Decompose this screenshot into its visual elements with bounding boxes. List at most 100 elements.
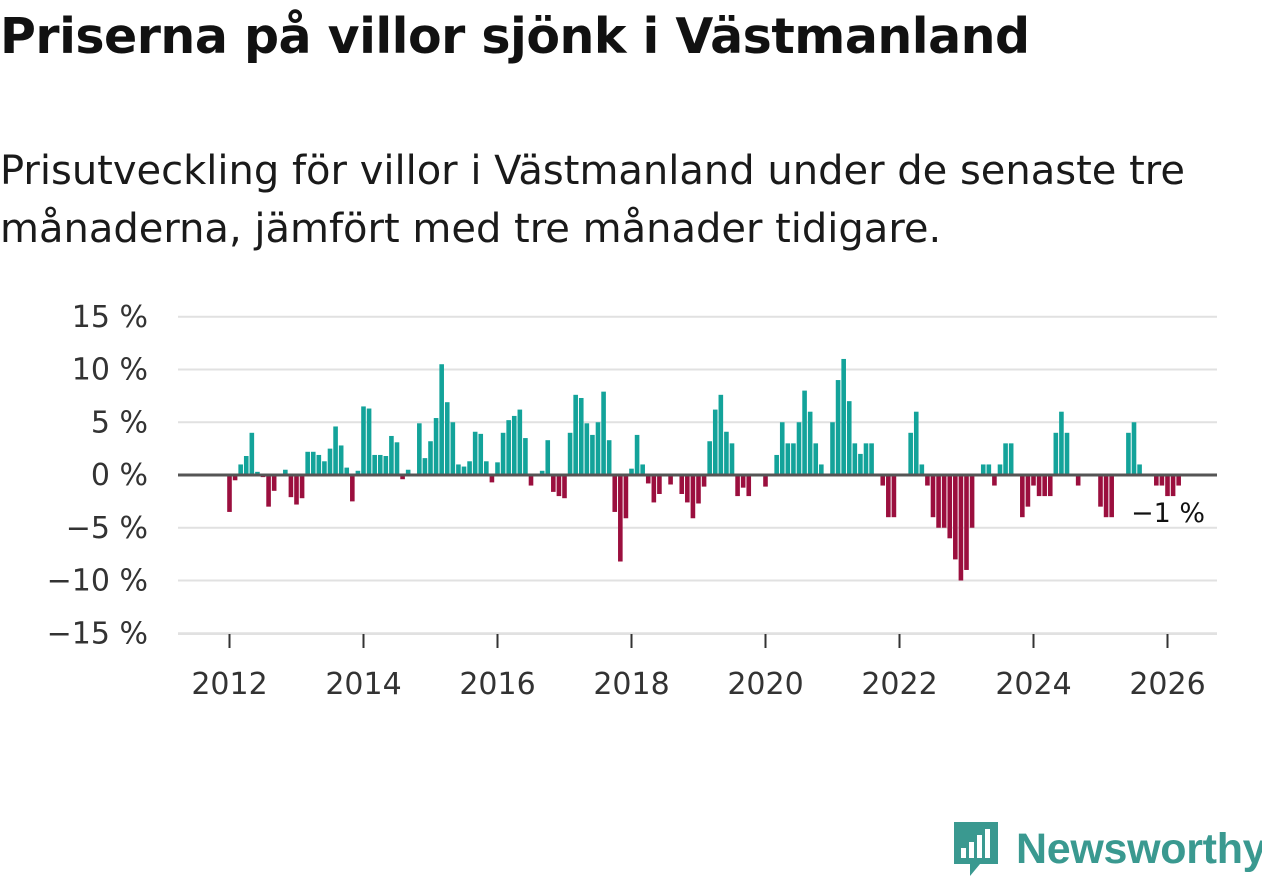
x-tick-label: 2012 xyxy=(191,667,267,702)
bar xyxy=(1008,443,1014,475)
bar xyxy=(858,453,863,475)
bar xyxy=(255,471,260,475)
bar xyxy=(1031,475,1036,486)
x-tick-label: 2016 xyxy=(459,667,535,702)
x-tick-label: 2024 xyxy=(995,667,1071,702)
bar xyxy=(724,431,729,476)
bar xyxy=(969,475,975,528)
last-value-annotation: −1 % xyxy=(1131,498,1205,529)
bar xyxy=(316,454,322,475)
bar xyxy=(830,422,835,475)
bar xyxy=(640,464,645,475)
bar xyxy=(394,442,400,476)
bar xyxy=(685,475,690,503)
bar xyxy=(618,475,623,562)
bar xyxy=(294,475,299,505)
bar xyxy=(377,454,383,475)
bar xyxy=(528,475,534,486)
bar xyxy=(467,461,472,476)
bar xyxy=(707,441,712,475)
bar xyxy=(1137,464,1142,475)
bar xyxy=(478,433,484,476)
bar xyxy=(807,411,813,475)
bar xyxy=(338,445,344,475)
x-tick-label: 2018 xyxy=(593,667,669,702)
bar xyxy=(417,423,422,476)
bar xyxy=(511,415,517,475)
bar xyxy=(539,470,545,475)
bar xyxy=(763,475,768,487)
bar xyxy=(880,475,886,486)
bar xyxy=(439,364,444,476)
bar-chart: 15 %10 %5 %0 %−5 %−10 %−15 % 2012 2014 201… xyxy=(47,300,1217,702)
bar xyxy=(1020,475,1025,518)
bar xyxy=(372,454,377,475)
bar xyxy=(590,434,595,475)
bar xyxy=(1131,422,1137,475)
bar xyxy=(729,443,735,475)
bar xyxy=(986,464,992,475)
bar xyxy=(779,422,785,475)
bar xyxy=(584,423,590,476)
bar xyxy=(556,475,562,497)
bar xyxy=(740,475,746,488)
bar xyxy=(428,441,433,475)
bar xyxy=(506,420,511,475)
bar xyxy=(238,464,243,475)
bar xyxy=(1165,475,1170,497)
bar xyxy=(472,431,478,476)
bar xyxy=(746,475,752,497)
bar xyxy=(953,475,958,560)
x-tick-label: 2022 xyxy=(861,667,937,702)
bar xyxy=(450,422,456,475)
bar xyxy=(400,475,405,480)
bar xyxy=(1059,411,1064,475)
bar xyxy=(1053,432,1059,475)
bar xyxy=(1159,475,1165,486)
bar xyxy=(958,475,964,581)
bar xyxy=(819,464,824,475)
bar xyxy=(930,475,936,518)
bar xyxy=(852,443,858,475)
bar xyxy=(266,475,271,507)
y-tick-label: 10 % xyxy=(72,353,148,388)
bar xyxy=(925,475,930,486)
bar xyxy=(227,475,232,512)
y-tick-label: 0 % xyxy=(91,458,148,493)
bar xyxy=(774,454,779,475)
bar xyxy=(322,461,327,476)
newsworthy-logo-icon xyxy=(954,822,998,876)
bar xyxy=(422,458,428,475)
x-axis: 2012 2014 2016 2018 2020 2022 2024 2026 xyxy=(178,633,1217,702)
bar xyxy=(1003,443,1008,475)
bar xyxy=(696,475,701,504)
bar xyxy=(327,448,333,476)
bar xyxy=(444,402,450,475)
bar xyxy=(344,467,350,475)
bar xyxy=(456,464,461,475)
bars xyxy=(227,358,1181,581)
bar xyxy=(567,432,573,475)
bar xyxy=(288,475,294,498)
bar xyxy=(461,466,467,475)
bar xyxy=(634,434,640,475)
bar xyxy=(601,391,606,475)
bar xyxy=(997,464,1003,475)
bar xyxy=(355,470,361,475)
bar xyxy=(405,469,411,476)
bar xyxy=(578,397,584,476)
y-tick-label: 5 % xyxy=(91,405,148,440)
bar xyxy=(495,462,500,475)
bar xyxy=(249,432,255,475)
bar xyxy=(863,443,869,475)
bar xyxy=(350,475,355,502)
bar xyxy=(835,380,841,475)
bar xyxy=(1064,432,1070,475)
bar xyxy=(305,451,310,475)
bar xyxy=(947,475,953,539)
bar xyxy=(645,475,651,484)
x-tick-label: 2020 xyxy=(727,667,803,702)
y-tick-label: −5 % xyxy=(66,511,148,546)
bar xyxy=(936,475,941,528)
bar xyxy=(841,358,846,475)
